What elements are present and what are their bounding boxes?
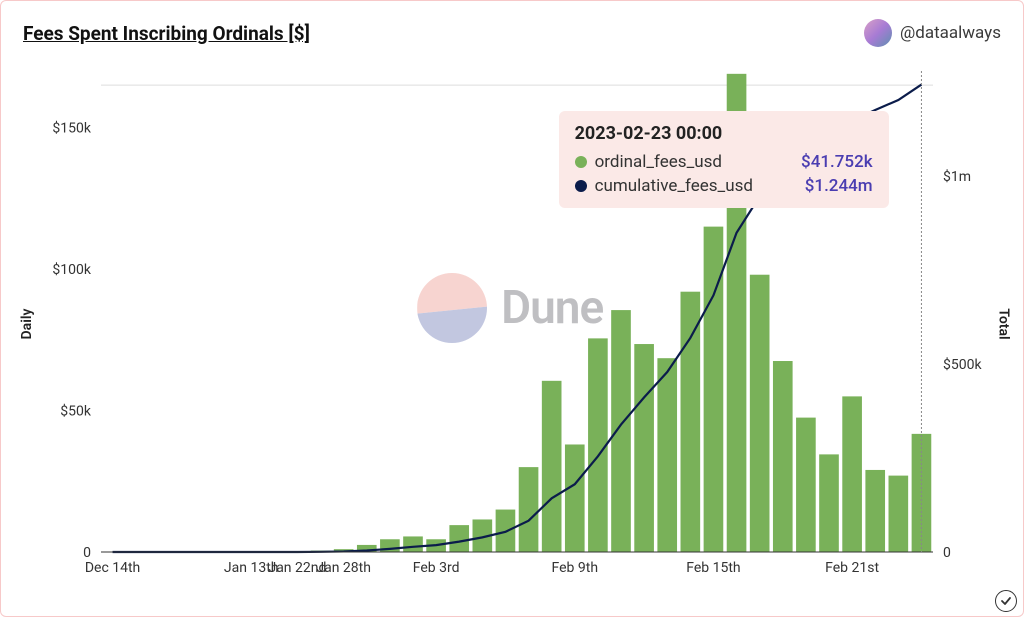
y-right-tick-label: 0 xyxy=(943,545,951,561)
tooltip-title: 2023-02-23 00:00 xyxy=(575,123,873,144)
tooltip-dot-icon xyxy=(575,180,587,192)
x-tick-label: Jan 28th xyxy=(316,560,371,576)
bar[interactable] xyxy=(449,525,469,552)
x-tick-label: Feb 9th xyxy=(552,560,599,576)
y-right-tick-label: $500k xyxy=(943,356,982,373)
tooltip-series-value: $1.244m xyxy=(805,176,873,196)
author-block[interactable]: @dataalways xyxy=(864,19,1001,47)
y-left-tick-label: 0 xyxy=(83,545,91,561)
bar[interactable] xyxy=(565,444,585,552)
bar[interactable] xyxy=(681,292,701,552)
y-right-tick-label: $1m xyxy=(943,168,971,185)
bar[interactable] xyxy=(819,454,839,552)
bar[interactable] xyxy=(750,275,770,552)
bar[interactable] xyxy=(542,381,562,552)
y-right-axis-label: Total xyxy=(995,308,1011,339)
bar[interactable] xyxy=(796,418,816,552)
y-left-tick-label: $100k xyxy=(52,261,91,278)
x-tick-label: Feb 21st xyxy=(825,560,879,576)
bar[interactable] xyxy=(403,536,423,552)
chart-card: Fees Spent Inscribing Ordinals [$] @data… xyxy=(0,0,1024,617)
bar[interactable] xyxy=(865,470,885,552)
bar[interactable] xyxy=(889,476,909,552)
bar[interactable] xyxy=(842,396,862,552)
bar[interactable] xyxy=(611,310,631,552)
verified-check-icon[interactable] xyxy=(995,590,1017,612)
y-left-tick-label: $50k xyxy=(60,403,92,420)
author-avatar xyxy=(864,19,892,47)
bar[interactable] xyxy=(634,344,654,552)
tooltip-series-value: $41.752k xyxy=(801,152,873,172)
tooltip-series-name: cumulative_fees_usd xyxy=(595,176,797,196)
chart-tooltip: 2023-02-23 00:00 ordinal_fees_usd $41.75… xyxy=(559,111,889,208)
bar[interactable] xyxy=(773,361,793,552)
y-left-tick-label: $150k xyxy=(52,120,91,137)
card-header: Fees Spent Inscribing Ordinals [$] @data… xyxy=(23,19,1001,47)
bar[interactable] xyxy=(519,467,539,552)
tooltip-series-name: ordinal_fees_usd xyxy=(595,152,793,172)
x-tick-label: Dec 14th xyxy=(85,560,140,576)
tooltip-row: cumulative_fees_usd $1.244m xyxy=(575,176,873,196)
chart-area[interactable]: Daily Total Dune 0$50k$100k$150k0$500k$1… xyxy=(31,61,993,586)
x-tick-label: Feb 3rd xyxy=(413,560,460,576)
tooltip-row: ordinal_fees_usd $41.752k xyxy=(575,152,873,172)
x-tick-label: Feb 15th xyxy=(686,560,740,576)
bar[interactable] xyxy=(657,358,677,552)
tooltip-dot-icon xyxy=(575,156,587,168)
author-handle: @dataalways xyxy=(900,23,1001,43)
chart-title-link[interactable]: Fees Spent Inscribing Ordinals [$] xyxy=(23,22,310,45)
